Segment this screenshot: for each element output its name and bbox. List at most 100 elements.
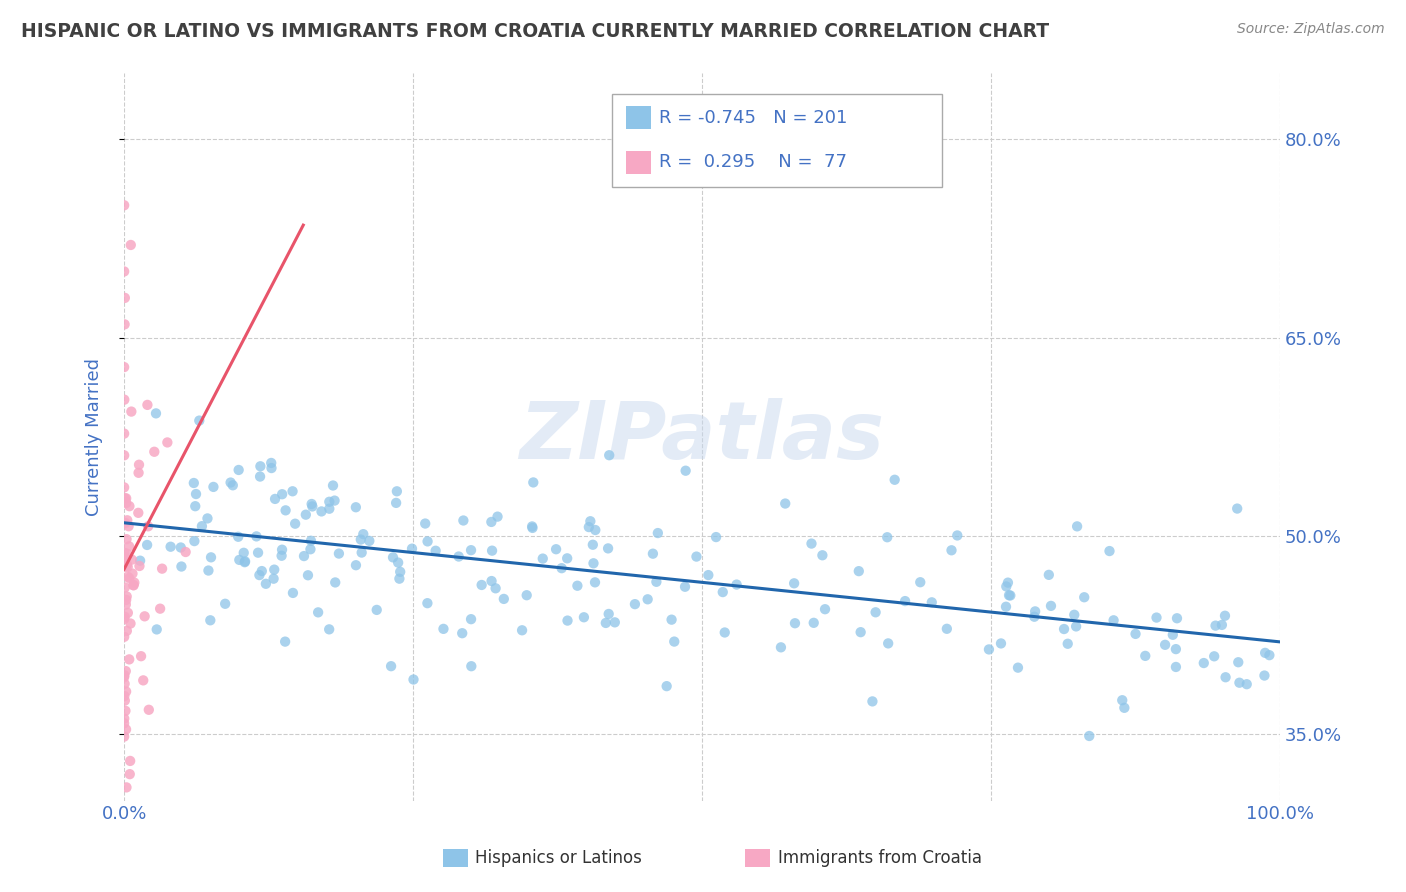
Point [114, 704, 136, 718]
Point [226, 530, 249, 544]
Point [350, 545, 373, 559]
Point [995, 579, 1018, 593]
Point [214, 597, 236, 611]
Point [921, 595, 943, 609]
Point [249, 459, 271, 474]
Y-axis label: Currently Married: Currently Married [86, 358, 103, 516]
Point [127, 506, 149, 520]
Point [783, 616, 806, 631]
Point [773, 497, 796, 511]
Point [129, 649, 152, 664]
Point [572, 610, 595, 624]
Point [120, 616, 142, 631]
Point [274, 503, 297, 517]
Point [284, 516, 307, 531]
Point [1098, 544, 1121, 558]
Point [112, 546, 135, 560]
Point [1211, 618, 1233, 632]
Point [783, 576, 806, 591]
Point [453, 514, 475, 528]
Point [460, 612, 482, 626]
Text: Hispanics or Latinos: Hispanics or Latinos [475, 849, 643, 867]
Point [432, 622, 454, 636]
Point [323, 575, 346, 590]
Point [1166, 611, 1188, 625]
Point [1102, 613, 1125, 627]
Point [170, 559, 193, 574]
Point [596, 541, 619, 556]
Point [1073, 591, 1095, 605]
Point [112, 480, 135, 494]
Point [114, 598, 136, 612]
Point [655, 679, 678, 693]
Point [323, 493, 346, 508]
Point [1135, 648, 1157, 663]
Point [641, 547, 664, 561]
Point [112, 426, 135, 441]
Point [1227, 655, 1250, 669]
Point [145, 623, 167, 637]
Point [115, 624, 138, 638]
Point [1258, 648, 1281, 663]
Point [124, 575, 146, 590]
Point [447, 549, 470, 564]
Point [350, 533, 373, 547]
Point [401, 541, 423, 556]
Point [1053, 622, 1076, 636]
Point [233, 555, 256, 569]
Point [388, 572, 411, 586]
Point [114, 664, 136, 678]
Point [118, 539, 141, 553]
Point [1229, 675, 1251, 690]
Point [121, 566, 143, 581]
Point [382, 550, 405, 565]
Point [946, 528, 969, 542]
Point [328, 547, 350, 561]
Point [1066, 519, 1088, 533]
Point [479, 515, 502, 529]
Point [114, 491, 136, 506]
Point [578, 520, 600, 534]
Point [1007, 660, 1029, 674]
Point [803, 615, 825, 630]
Point [184, 487, 207, 501]
Point [136, 538, 159, 552]
Point [471, 578, 494, 592]
Point [271, 542, 294, 557]
Point [1215, 670, 1237, 684]
Point [219, 475, 242, 490]
Point [128, 466, 150, 480]
Point [143, 444, 166, 458]
Text: ZIPatlas: ZIPatlas [519, 398, 884, 475]
Point [118, 767, 141, 781]
Point [114, 693, 136, 707]
Point [1253, 668, 1275, 682]
Point [380, 659, 402, 673]
Point [115, 780, 138, 795]
Point [583, 523, 606, 537]
Point [263, 572, 285, 586]
Point [247, 546, 270, 560]
Point [222, 478, 245, 492]
Point [704, 530, 727, 544]
Point [582, 556, 605, 570]
Point [352, 527, 374, 541]
Point [129, 554, 152, 568]
Point [271, 487, 294, 501]
Point [546, 542, 568, 557]
Point [1125, 627, 1147, 641]
Point [150, 562, 173, 576]
Point [697, 568, 720, 582]
Point [188, 414, 211, 428]
Point [366, 603, 388, 617]
Point [567, 579, 589, 593]
Point [711, 585, 734, 599]
Point [484, 582, 506, 596]
Point [115, 593, 138, 607]
Point [675, 464, 697, 478]
Point [307, 606, 329, 620]
Point [122, 578, 145, 592]
Point [1024, 604, 1046, 618]
Point [582, 538, 605, 552]
Point [250, 564, 273, 578]
